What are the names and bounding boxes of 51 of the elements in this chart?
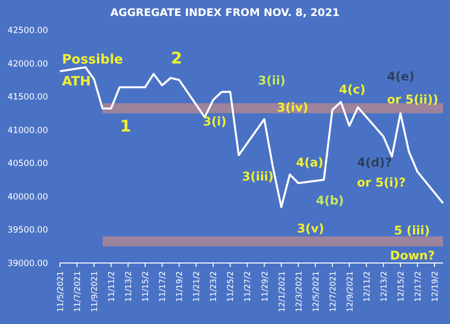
y-tick-label: 41000.00 bbox=[7, 126, 48, 136]
x-tick-label: 11/17/2 bbox=[158, 271, 168, 302]
x-tick-label: 12/1/2021 bbox=[277, 271, 286, 312]
annotation: 2 bbox=[171, 48, 182, 68]
annotation: 4(d)? bbox=[357, 155, 392, 170]
x-tick-label: 12/11/2 bbox=[362, 271, 372, 302]
annotation: Possible bbox=[62, 52, 124, 68]
y-tick-label: 41500.00 bbox=[7, 92, 48, 103]
x-tick-label: 12/19/2 bbox=[430, 271, 440, 302]
x-tick-label: 12/7/2021 bbox=[328, 271, 338, 312]
x-tick-label: 12/5/2021 bbox=[311, 271, 320, 312]
x-tick-label: 11/29/2 bbox=[260, 271, 270, 302]
annotation: 4(c) bbox=[339, 82, 366, 96]
chart-title: AGGREGATE INDEX FROM NOV. 8, 2021 bbox=[110, 7, 340, 19]
annotation: 1 bbox=[120, 116, 132, 136]
annotation: 3(ii) bbox=[258, 73, 286, 88]
line-series bbox=[59, 66, 444, 208]
y-tick-label: 39500.00 bbox=[7, 226, 48, 236]
x-tick-label: 11/13/2 bbox=[124, 271, 134, 302]
x-tick-label: 11/11/2 bbox=[107, 271, 116, 302]
annotation: 3(i) bbox=[203, 114, 226, 128]
x-tick-label: 11/25/2 bbox=[226, 271, 236, 302]
annotation: 4(b) bbox=[316, 193, 344, 208]
x-tick-label: 11/19/2 bbox=[175, 271, 184, 302]
annotation: 3(iii) bbox=[242, 169, 274, 184]
y-tick-label: 42500.00 bbox=[7, 26, 48, 36]
annotation: 3(iv) bbox=[277, 100, 308, 114]
annotation: ATH bbox=[62, 74, 91, 90]
annotation: or 5(ii)) bbox=[387, 92, 438, 106]
x-tick-label: 12/9/2021 bbox=[345, 271, 354, 312]
y-tick-label: 39000.00 bbox=[7, 259, 48, 269]
annotation: 5 (iii) bbox=[394, 223, 430, 238]
x-tick-label: 12/13/2 bbox=[379, 271, 388, 302]
annotation: 4(e) bbox=[387, 69, 414, 84]
y-tick-label: 40500.00 bbox=[7, 159, 48, 170]
x-tick-label: 12/3/2021 bbox=[294, 271, 304, 312]
x-tick-label: 12/17/2 bbox=[413, 271, 422, 302]
y-tick-label: 40000.00 bbox=[7, 192, 48, 202]
annotation: or 5(i)? bbox=[357, 175, 406, 190]
annotation: 3(v) bbox=[297, 221, 324, 236]
x-tick-label: 11/5/2021 bbox=[56, 271, 65, 312]
x-tick-label: 11/27/2 bbox=[243, 271, 252, 302]
annotation: Down? bbox=[390, 248, 435, 262]
x-tick-label: 12/15/2 bbox=[396, 271, 406, 302]
x-tick-label: 11/9/2021 bbox=[90, 271, 100, 312]
x-tick-label: 11/15/2 bbox=[141, 271, 150, 302]
x-tick-label: 11/23/2 bbox=[209, 271, 218, 302]
x-tick-label: 11/7/2021 bbox=[73, 271, 82, 312]
x-tick-label: 11/21/2 bbox=[192, 271, 202, 302]
y-tick-label: 42000.00 bbox=[7, 59, 48, 70]
annotation: 4(a) bbox=[296, 155, 324, 170]
